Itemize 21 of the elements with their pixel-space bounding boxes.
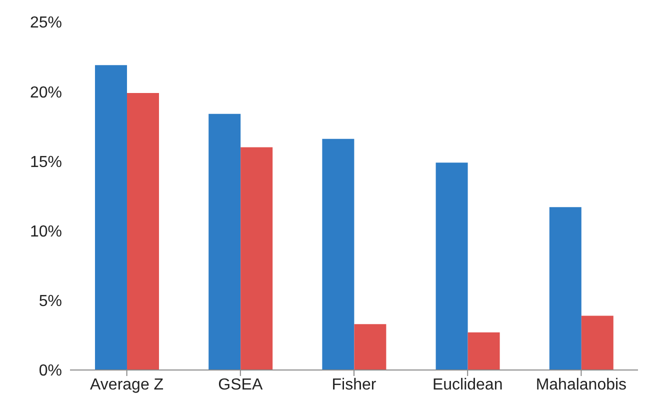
bar xyxy=(240,147,273,370)
bar xyxy=(581,316,614,370)
bar xyxy=(468,332,500,370)
y-tick-label: 25% xyxy=(30,14,62,32)
bar xyxy=(436,162,468,370)
bar xyxy=(322,138,354,370)
y-tick-label: 5% xyxy=(38,293,62,310)
bar xyxy=(549,207,582,370)
y-tick-label: 0% xyxy=(38,362,62,380)
x-tick-label: GSEA xyxy=(218,376,263,394)
x-tick-label: Euclidean xyxy=(432,376,503,394)
y-tick-label: 20% xyxy=(30,84,62,102)
bar xyxy=(208,114,241,370)
bar xyxy=(94,65,127,370)
bar xyxy=(126,92,159,370)
x-tick-label: Fisher xyxy=(332,376,377,394)
x-tick-label: Average Z xyxy=(90,376,164,394)
y-tick-label: 10% xyxy=(30,223,62,240)
x-tick-label: Mahalanobis xyxy=(536,376,627,394)
bar xyxy=(354,324,386,370)
y-tick-label: 15% xyxy=(30,154,62,171)
